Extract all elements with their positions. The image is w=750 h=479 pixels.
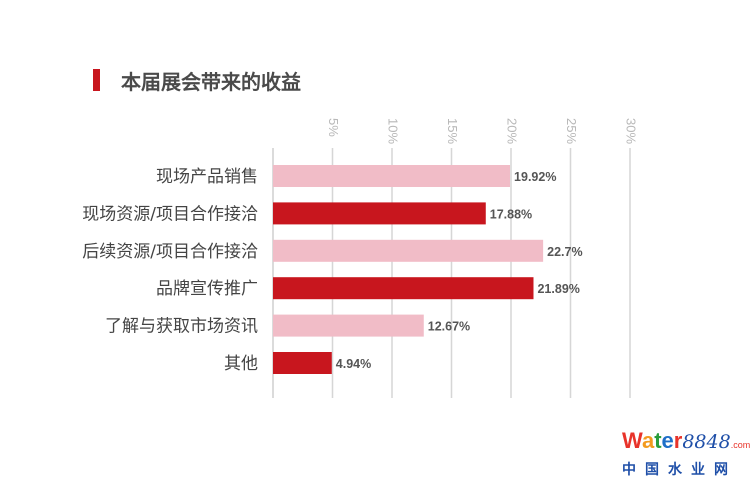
bar — [273, 165, 511, 187]
category-label: 现场产品销售 — [156, 167, 258, 187]
bar — [273, 352, 332, 374]
x-tick-label: 5% — [326, 118, 341, 137]
x-tick-label: 20% — [505, 118, 520, 144]
data-label: 12.67% — [428, 320, 470, 334]
data-label: 17.88% — [490, 207, 532, 221]
title-marker — [93, 69, 100, 91]
bar — [273, 314, 424, 337]
category-label: 现场资源/项目合作接洽 — [82, 204, 258, 224]
x-tick-label: 25% — [564, 118, 579, 144]
x-tick-label: 10% — [386, 118, 401, 144]
category-label: 其他 — [224, 354, 258, 374]
bar — [273, 202, 486, 225]
data-label: 19.92% — [514, 170, 556, 184]
category-label: 品牌宣传推广 — [156, 279, 258, 299]
watermark-logo: Water8848.com 中国水业网 — [622, 428, 750, 479]
data-label: 22.7% — [547, 245, 582, 259]
chart-title: 本届展会带来的收益 — [121, 70, 301, 94]
data-label: 21.89% — [537, 282, 579, 296]
bar — [273, 239, 544, 262]
x-tick-label: 15% — [445, 118, 460, 144]
category-label: 了解与获取市场资讯 — [105, 317, 258, 337]
x-tick-label: 30% — [624, 118, 639, 144]
bar — [273, 277, 534, 300]
data-label: 4.94% — [336, 357, 371, 371]
category-label: 后续资源/项目合作接洽 — [82, 242, 258, 262]
